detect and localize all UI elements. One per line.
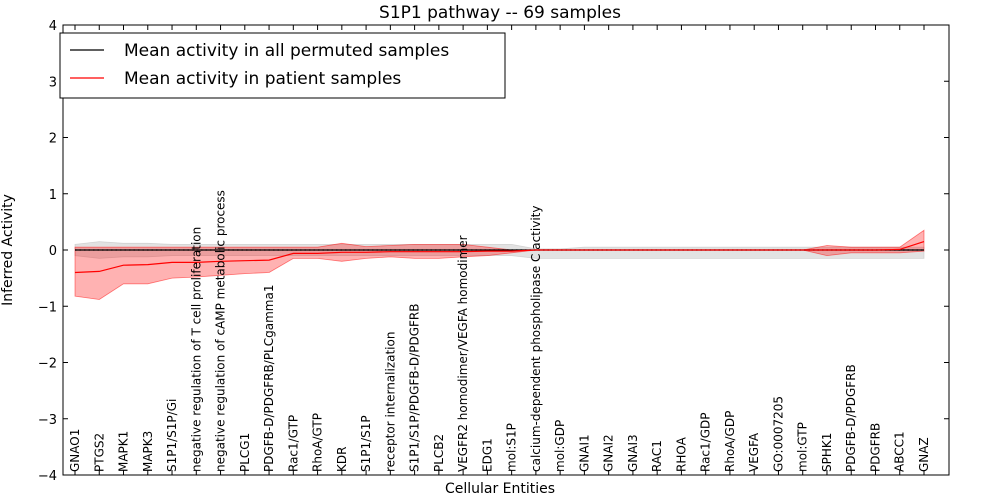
- x-category-label: PDGFRB: [869, 423, 883, 472]
- x-category-label: PTGS2: [92, 433, 106, 472]
- series-line-patient: [74, 241, 925, 274]
- y-axis-title: Inferred Activity: [0, 194, 16, 306]
- x-category-label: PLCB2: [432, 434, 446, 472]
- x-category-label: Rac1/GTP: [286, 415, 300, 472]
- x-category-label: ABCC1: [893, 431, 907, 472]
- x-category-label: MAPK3: [141, 431, 155, 472]
- x-category-label: GNAI3: [626, 434, 640, 472]
- x-category-label: RhoA/GTP: [311, 413, 325, 472]
- x-category-label: S1P1/S1P/Gi: [165, 399, 179, 472]
- x-category-label: PDGFB-D/PDGFRB: [844, 364, 858, 472]
- x-axis-title: Cellular Entities: [445, 481, 555, 497]
- x-category-label: VEGFR2 homodimer/VEGFA homodimer: [456, 235, 470, 472]
- x-category-label: GNAI1: [577, 434, 591, 472]
- legend-label-permuted: Mean activity in all permuted samples: [124, 41, 449, 61]
- x-category-label: SPHK1: [820, 433, 834, 472]
- y-tick-label: 4: [49, 19, 57, 34]
- x-category-label: GO:0007205: [772, 396, 786, 472]
- x-category-label: RHOA: [674, 436, 688, 472]
- y-tick-label: 0: [49, 244, 57, 259]
- x-category-label: MAPK1: [117, 431, 131, 472]
- x-category-label: PDGFB-D/PDGFRB/PLCgamma1: [262, 285, 276, 472]
- x-category-label: calcium-dependent phospholipase C activi…: [529, 206, 543, 472]
- x-category-label: RAC1: [650, 440, 664, 472]
- chart-title: S1P1 pathway -- 69 samples: [379, 3, 621, 23]
- y-tick-label: 2: [49, 132, 57, 147]
- x-category-label: RhoA/GDP: [723, 411, 737, 472]
- y-tick-label: −2: [38, 357, 57, 372]
- x-category-label: mol:GTP: [796, 422, 810, 472]
- x-category-label: GNAI2: [602, 434, 616, 472]
- y-tick-label: −3: [38, 413, 57, 428]
- x-category-label: EDG1: [480, 438, 494, 472]
- x-category-label: negative regulation of cAMP metabolic pr…: [214, 190, 228, 472]
- y-tick-label: 3: [49, 75, 57, 90]
- x-category-label: Rac1/GDP: [699, 413, 713, 472]
- legend-box: [59, 32, 506, 99]
- x-category-label: S1P1/S1P/PDGFB-D/PDGFRB: [408, 304, 422, 472]
- x-category-label: PLCG1: [238, 433, 252, 472]
- y-tick-label: −1: [38, 300, 57, 315]
- legend: Mean activity in all permuted samples Me…: [59, 32, 506, 99]
- x-category-label: mol:S1P: [505, 423, 519, 472]
- y-tick-label: 1: [49, 188, 57, 203]
- x-category-label: S1P1/S1P: [359, 415, 373, 472]
- x-category-label: mol:GDP: [553, 420, 567, 472]
- x-category-label: KDR: [335, 447, 349, 472]
- x-category-label: VEGFA: [747, 432, 761, 472]
- x-category-label: GNAO1: [68, 429, 82, 472]
- band-patient: [74, 229, 925, 300]
- x-category-label: GNAZ: [917, 437, 931, 472]
- y-tick-label: −4: [38, 469, 57, 484]
- legend-label-patient: Mean activity in patient samples: [124, 69, 401, 89]
- x-category-label: receptor internalization: [383, 332, 397, 472]
- x-category-label: negative regulation of T cell proliferat…: [189, 227, 203, 472]
